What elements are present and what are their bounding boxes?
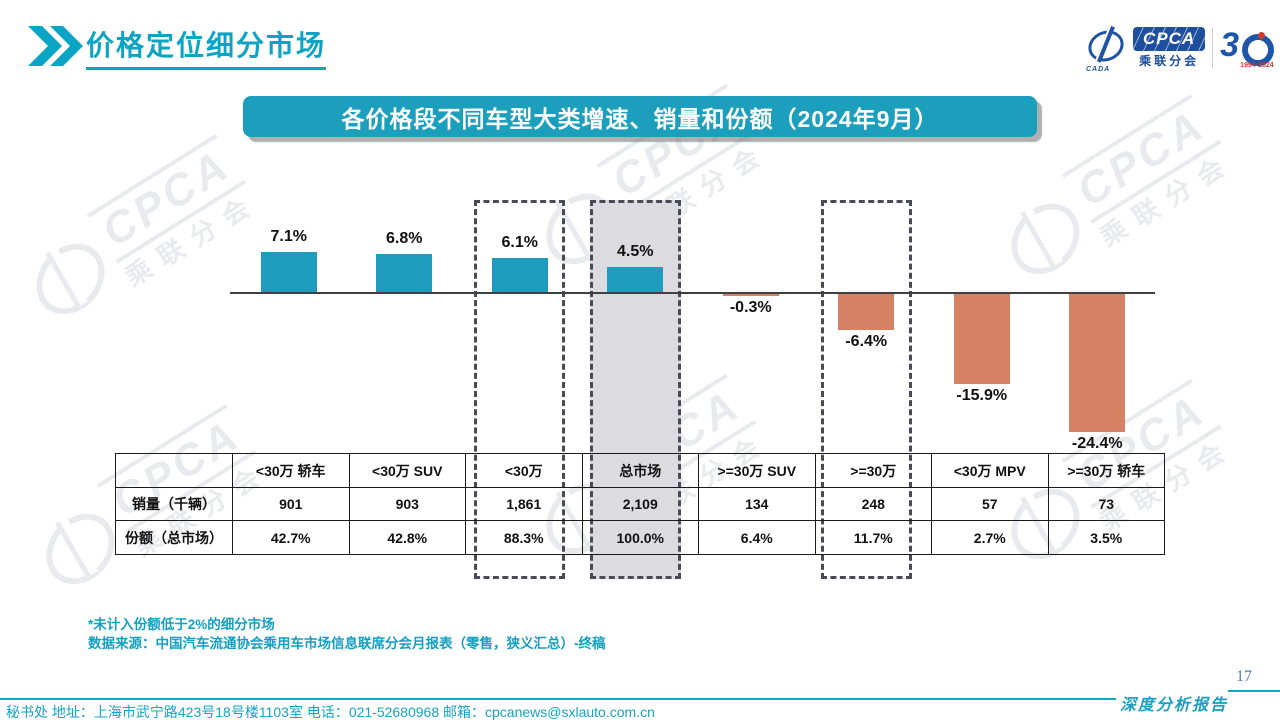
- report-type-label: 深度分析报告: [1120, 697, 1229, 714]
- table-row-label: 份额（总市场）: [115, 520, 233, 555]
- bar-4: [607, 266, 664, 292]
- table-cell: 42.7%: [232, 520, 350, 555]
- bar-5: [722, 294, 779, 296]
- chart-zero-axis: [230, 292, 1155, 294]
- table-cell: 88.3%: [465, 520, 583, 555]
- highlight-rect-dashed: [820, 200, 912, 579]
- bar-1: [260, 251, 317, 292]
- double-chevron-icon: [28, 26, 83, 66]
- footnote-source: 数据来源：中国汽车流通协会乘用车市场信息联席分会月报表（零售，狭义汇总）-终稿: [88, 636, 606, 651]
- table-cell: 3.5%: [1047, 520, 1165, 555]
- cpca-badge: CPCA: [1133, 27, 1206, 51]
- anniversary-years: 1994-2024: [1240, 62, 1274, 69]
- bar-6: [838, 294, 895, 331]
- data-table: <30万 轿车 <30万 SUV <30万 总市场 >=30万 SUV >=30万 <30万…: [115, 453, 1165, 555]
- table-cell: 248: [814, 487, 932, 521]
- bar-value-label: -6.4%: [845, 333, 888, 351]
- cpca-logo: CADA CPCA 乘联分会 3 1994-2024: [1083, 22, 1280, 74]
- table-cell: 100.0%: [581, 520, 699, 555]
- logo-divider: [1212, 28, 1214, 68]
- page-number: 17: [1236, 668, 1252, 685]
- table-cell: 42.8%: [348, 520, 466, 555]
- table-cell: 134: [698, 487, 816, 521]
- bar-value-label: -24.4%: [1071, 434, 1123, 452]
- footnotes: *未计入份额低于2%的细分市场 数据来源：中国汽车流通协会乘用车市场信息联席分会…: [88, 615, 606, 653]
- cada-label: CADA: [1086, 66, 1111, 73]
- table-cell: 73: [1047, 487, 1165, 521]
- bar-value-label: 6.8%: [386, 229, 423, 247]
- bar-value-label: 4.5%: [617, 242, 654, 260]
- table-column-header: >=30万: [814, 453, 932, 488]
- anniversary-digit: 3: [1220, 26, 1240, 64]
- table-column-header: >=30万 SUV: [698, 453, 816, 488]
- page-title: 价格定位细分市场: [86, 24, 327, 70]
- table-column-header: <30万: [465, 453, 583, 488]
- data-table-wrap: <30万 轿车 <30万 SUV <30万 总市场 >=30万 SUV >=30万 <30万…: [115, 453, 1165, 555]
- bar-value-label: 6.1%: [501, 233, 538, 251]
- highlight-rect-dashed: [474, 200, 566, 579]
- bar-3: [491, 257, 548, 292]
- table-column-header: <30万 轿车: [232, 453, 350, 488]
- chart-title-banner: 各价格段不同车型大类增速、销量和份额（2024年9月）: [243, 96, 1037, 137]
- table-cell: 6.4%: [698, 520, 816, 555]
- bar-7: [953, 294, 1010, 384]
- bar-value-label: -0.3%: [729, 299, 772, 316]
- anniversary-dot-icon: [1258, 32, 1266, 39]
- table-corner-cell: [115, 453, 233, 488]
- anniversary-30-logo: 3 1994-2024: [1220, 24, 1280, 72]
- table-cell: 901: [232, 487, 350, 521]
- footer-rule-right: [1228, 690, 1280, 692]
- table-column-header: >=30万 轿车: [1047, 453, 1165, 488]
- table-column-header: <30万 MPV: [931, 453, 1049, 488]
- table-cell: 11.7%: [814, 520, 932, 555]
- bar-2: [376, 253, 433, 292]
- table-cell: 903: [348, 487, 466, 521]
- bar-8: [1069, 294, 1126, 432]
- table-cell: 2,109: [581, 487, 699, 521]
- bar-value-label: 7.1%: [270, 227, 307, 245]
- footer-rule: [0, 698, 1116, 700]
- table-cell: 57: [931, 487, 1049, 521]
- table-cell: 1,861: [465, 487, 583, 521]
- table-row-label: 销量（千辆）: [115, 487, 233, 521]
- bar-value-label: -15.9%: [956, 386, 1008, 404]
- footnote-exclusion: *未计入份额低于2%的细分市场: [88, 617, 275, 632]
- cada-swoosh-icon: CADA: [1083, 25, 1129, 73]
- cpca-badge-sub: 乘联分会: [1139, 54, 1200, 68]
- table-column-header: <30万 SUV: [348, 453, 466, 488]
- table-cell: 2.7%: [931, 520, 1049, 555]
- secretariat-contact: 秘书处 地址：上海市武宁路423号18号楼1103室 电话：021-526809…: [6, 704, 655, 720]
- table-column-header: 总市场: [581, 453, 699, 488]
